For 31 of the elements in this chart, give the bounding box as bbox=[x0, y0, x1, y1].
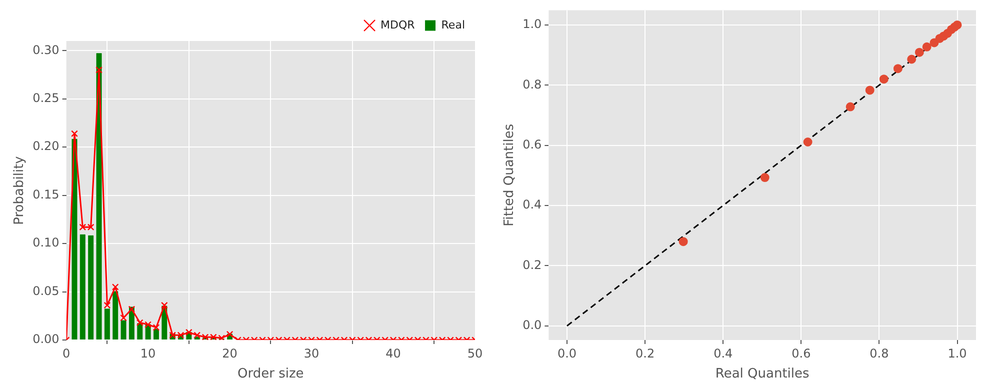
y-tick-label: 0.2 bbox=[522, 258, 542, 272]
x-axis-title: Real Quantiles bbox=[715, 366, 810, 382]
y-tick-label: 1.0 bbox=[522, 17, 542, 32]
x-tick-label: 20 bbox=[222, 346, 238, 360]
legend-label: MDQR bbox=[380, 18, 416, 32]
y-axis-title: Probability bbox=[12, 156, 28, 225]
y-axis-title: Fitted Quantiles bbox=[502, 124, 518, 226]
x-tick-label: 0.4 bbox=[714, 346, 733, 360]
y-tick-label: 0.0 bbox=[522, 318, 542, 332]
x-tick-label: 50 bbox=[467, 346, 483, 360]
legend-label: Real bbox=[441, 18, 466, 32]
y-tick-label: 0.15 bbox=[32, 187, 60, 202]
y-tick-label: 0.10 bbox=[32, 236, 60, 250]
x-tick-label: 30 bbox=[304, 346, 320, 360]
x-tick-label: 0.6 bbox=[792, 346, 811, 360]
y-tick-label: 0.8 bbox=[522, 77, 542, 92]
y-tick-label: 0.4 bbox=[522, 198, 542, 212]
y-tick-label: 0.20 bbox=[32, 139, 60, 154]
y-tick-label: 0.00 bbox=[32, 332, 60, 346]
y-tick-label: 0.30 bbox=[32, 42, 60, 57]
x-axis-title: Order size bbox=[238, 366, 304, 382]
x-tick-label: 0.0 bbox=[557, 346, 577, 360]
y-tick-label: 0.6 bbox=[522, 137, 542, 152]
x-tick-label: 40 bbox=[386, 346, 401, 360]
x-tick-label: 0.2 bbox=[636, 346, 655, 360]
y-tick-label: 0.05 bbox=[32, 284, 60, 298]
x-tick-label: 0.8 bbox=[870, 346, 889, 360]
y-tick-label: 0.25 bbox=[32, 90, 60, 105]
x-tick-label: 0 bbox=[62, 346, 70, 360]
x-tick-label: 1.0 bbox=[948, 346, 967, 360]
x-tick-label: 10 bbox=[140, 346, 156, 360]
